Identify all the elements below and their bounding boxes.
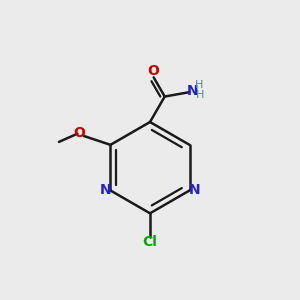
Text: N: N [189, 184, 201, 197]
Text: O: O [148, 64, 160, 78]
Text: N: N [99, 184, 111, 197]
Text: Cl: Cl [142, 235, 158, 249]
Text: H: H [196, 89, 205, 100]
Text: N: N [187, 84, 199, 98]
Text: O: O [74, 126, 86, 140]
Text: H: H [195, 80, 203, 90]
